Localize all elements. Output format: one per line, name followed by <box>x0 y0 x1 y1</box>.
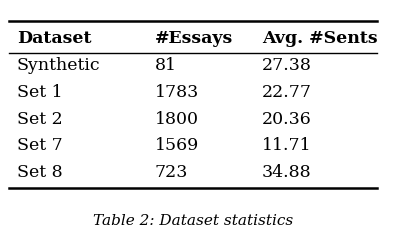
Text: Set 1: Set 1 <box>17 84 62 101</box>
Text: #Essays: #Essays <box>154 30 232 47</box>
Text: Avg. #Sents: Avg. #Sents <box>261 30 377 47</box>
Text: Set 2: Set 2 <box>17 111 62 128</box>
Text: 1800: 1800 <box>154 111 198 128</box>
Text: Set 8: Set 8 <box>17 164 62 181</box>
Text: 34.88: 34.88 <box>261 164 311 181</box>
Text: 22.77: 22.77 <box>261 84 311 101</box>
Text: Table 2: Dataset statistics: Table 2: Dataset statistics <box>93 214 292 228</box>
Text: 27.38: 27.38 <box>261 57 311 74</box>
Text: 20.36: 20.36 <box>261 111 311 128</box>
Text: Set 7: Set 7 <box>17 138 62 155</box>
Text: Synthetic: Synthetic <box>17 57 100 74</box>
Text: 1569: 1569 <box>154 138 198 155</box>
Text: Dataset: Dataset <box>17 30 91 47</box>
Text: 1783: 1783 <box>154 84 198 101</box>
Text: 723: 723 <box>154 164 188 181</box>
Text: 81: 81 <box>154 57 176 74</box>
Text: 11.71: 11.71 <box>261 138 311 155</box>
